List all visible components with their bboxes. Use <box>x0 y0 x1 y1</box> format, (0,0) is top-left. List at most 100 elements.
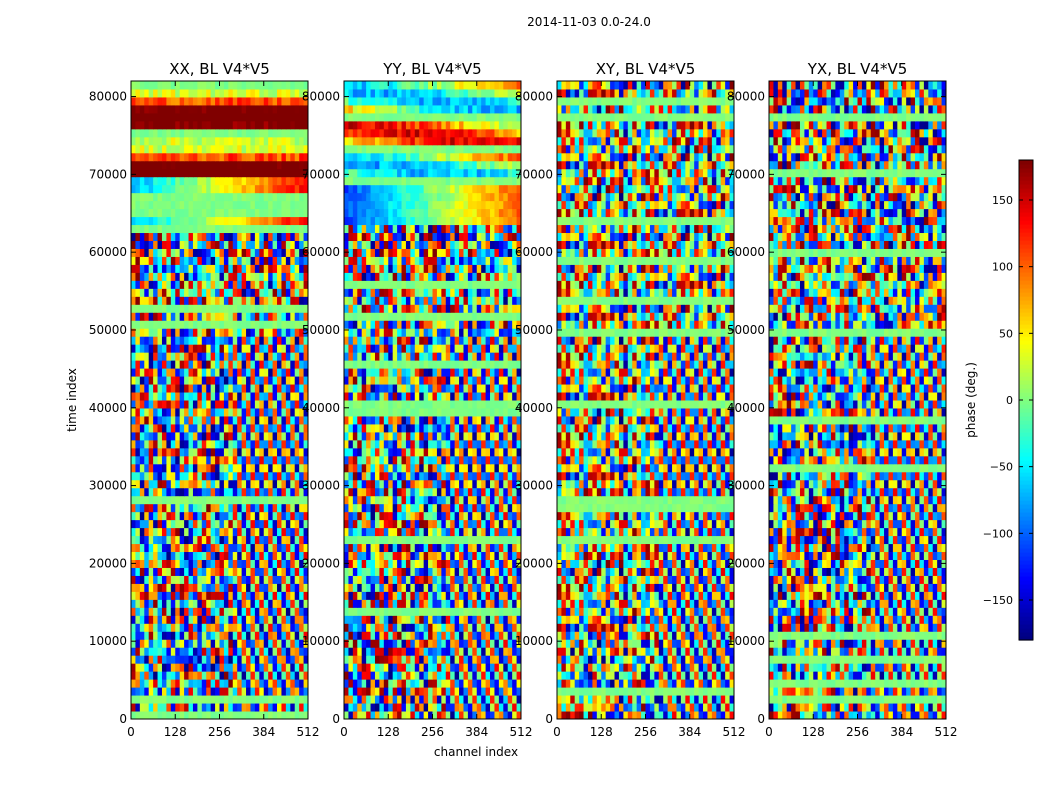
heatmap-cell <box>467 519 473 529</box>
heatmap-cell <box>206 527 212 537</box>
heatmap-cell <box>366 695 372 704</box>
heatmap-cell <box>512 615 518 624</box>
heatmap-cell <box>144 136 150 146</box>
heatmap-cell <box>139 256 145 265</box>
heatmap-cell <box>201 368 207 377</box>
heatmap-cell <box>450 392 456 401</box>
heatmap-cell <box>272 695 278 704</box>
heatmap-cell <box>259 96 265 106</box>
heatmap-cell <box>259 104 265 114</box>
heatmap-cell <box>290 695 296 704</box>
heatmap-cell <box>201 176 207 186</box>
heatmap-cell <box>436 623 442 632</box>
heatmap-cell <box>170 104 176 114</box>
heatmap-cell <box>277 407 282 417</box>
heatmap-cell <box>144 447 150 457</box>
heatmap-cell <box>179 511 185 521</box>
heatmap-cell <box>379 559 385 568</box>
heatmap-cell <box>498 671 504 680</box>
heatmap-cell <box>348 711 354 720</box>
heatmap-cell <box>215 495 220 505</box>
heatmap-cell <box>153 415 159 425</box>
heatmap-cell <box>401 591 407 600</box>
heatmap-cell <box>379 583 385 592</box>
heatmap-cell <box>232 655 238 664</box>
heatmap-cell <box>299 328 305 337</box>
heatmap-cell <box>197 208 203 218</box>
heatmap-cell <box>153 88 159 98</box>
heatmap-cell <box>153 623 159 632</box>
heatmap-cell <box>166 176 172 186</box>
heatmap-cell <box>166 511 172 521</box>
heatmap-cell <box>170 623 176 632</box>
heatmap-cell <box>268 240 274 249</box>
heatmap-cell <box>498 376 504 385</box>
heatmap-cell <box>144 232 150 241</box>
heatmap-cell <box>370 487 376 497</box>
heatmap-cell <box>472 400 478 409</box>
heatmap-cell <box>401 695 407 704</box>
heatmap-cell <box>277 639 282 648</box>
heatmap-cell <box>476 583 482 592</box>
heatmap-cell <box>485 503 491 513</box>
heatmap-cell <box>139 527 145 537</box>
heatmap-cell <box>175 376 181 385</box>
heatmap-cell <box>223 695 229 704</box>
heatmap-cell <box>206 439 212 449</box>
heatmap-cell <box>503 687 509 696</box>
heatmap-cell <box>148 439 154 449</box>
heatmap-cell <box>374 495 380 505</box>
heatmap-cell <box>383 376 389 385</box>
heatmap-cell <box>148 687 154 696</box>
heatmap-cell <box>161 128 167 138</box>
heatmap-cell <box>303 583 309 592</box>
heatmap-cell <box>419 623 425 632</box>
heatmap-cell <box>463 423 469 433</box>
heatmap-cell <box>241 240 247 249</box>
heatmap-cell <box>454 519 460 529</box>
heatmap-cell <box>454 511 460 521</box>
heatmap-cell <box>294 304 300 313</box>
heatmap-cell <box>366 583 372 592</box>
heatmap-cell <box>432 511 438 521</box>
heatmap-cell <box>428 447 433 457</box>
heatmap-cell <box>476 376 482 385</box>
heatmap-cell <box>131 663 136 672</box>
heatmap-cell <box>219 615 225 624</box>
heatmap-cell <box>272 400 278 409</box>
heatmap-cell <box>281 607 287 616</box>
heatmap-cell <box>254 527 260 537</box>
heatmap-cell <box>139 599 145 608</box>
heatmap-cell <box>268 455 274 465</box>
heatmap-cell <box>179 96 185 106</box>
heatmap-cell <box>414 407 420 417</box>
heatmap-cell <box>268 128 274 138</box>
heatmap-cell <box>223 112 229 122</box>
heatmap-cell <box>188 423 194 433</box>
heatmap-cell <box>401 471 407 481</box>
heatmap-cell <box>388 455 394 465</box>
heatmap-cell <box>476 615 482 624</box>
heatmap-cell <box>201 296 207 305</box>
heatmap-cell <box>388 703 394 712</box>
heatmap-cell <box>175 368 181 377</box>
heatmap-cell <box>490 711 495 720</box>
heatmap-cell <box>463 711 469 720</box>
heatmap-cell <box>206 463 212 473</box>
heatmap-cell <box>201 607 207 616</box>
heatmap-cell <box>263 487 269 497</box>
heatmap-cell <box>357 376 363 385</box>
heatmap-cell <box>206 591 212 600</box>
heatmap-cell <box>436 503 442 513</box>
heatmap-cell <box>388 679 394 688</box>
heatmap-cell <box>445 647 451 656</box>
heatmap-cell <box>512 415 518 425</box>
heatmap-cell <box>303 479 309 489</box>
heatmap-cell <box>153 96 159 106</box>
heatmap-cell <box>485 415 491 425</box>
heatmap-cell <box>414 687 420 696</box>
heatmap-cell <box>157 415 163 425</box>
heatmap-cell <box>352 407 358 417</box>
heatmap-cell <box>392 695 398 704</box>
heatmap-cell <box>379 639 385 648</box>
